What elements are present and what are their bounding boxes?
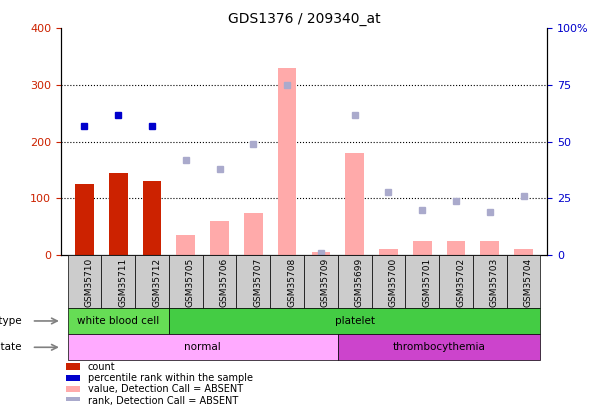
Text: GSM35702: GSM35702 [456, 258, 465, 307]
Bar [413, 241, 432, 255]
Bar [109, 173, 128, 255]
Bar [176, 235, 195, 255]
Text: rank, Detection Call = ABSENT: rank, Detection Call = ABSENT [88, 396, 238, 405]
Text: white blood cell: white blood cell [77, 316, 159, 326]
Bar [143, 181, 161, 255]
Text: count: count [88, 362, 115, 371]
Text: GSM35711: GSM35711 [118, 258, 127, 307]
Bar [270, 255, 304, 308]
Text: GSM35700: GSM35700 [389, 258, 398, 307]
Bar [75, 184, 94, 255]
Bar [311, 252, 330, 255]
Bar [244, 213, 263, 255]
Bar [169, 255, 202, 308]
Text: GSM35706: GSM35706 [219, 258, 229, 307]
Bar [66, 386, 80, 392]
Bar [439, 255, 473, 308]
Text: GSM35703: GSM35703 [490, 258, 499, 307]
Text: value, Detection Call = ABSENT: value, Detection Call = ABSENT [88, 384, 243, 394]
Bar [169, 308, 541, 334]
Bar [379, 249, 398, 255]
Bar [278, 68, 296, 255]
Text: GSM35707: GSM35707 [254, 258, 262, 307]
Text: GSM35705: GSM35705 [186, 258, 195, 307]
Bar [66, 397, 80, 404]
Bar [371, 255, 406, 308]
Bar [406, 255, 439, 308]
Text: disease state: disease state [0, 342, 22, 352]
Text: GSM35710: GSM35710 [85, 258, 94, 307]
Bar [210, 221, 229, 255]
Bar [514, 249, 533, 255]
Text: GSM35708: GSM35708 [287, 258, 296, 307]
Bar [102, 255, 135, 308]
Text: thrombocythemia: thrombocythemia [393, 342, 486, 352]
Bar [66, 375, 80, 381]
Title: GDS1376 / 209340_at: GDS1376 / 209340_at [227, 12, 381, 26]
Text: normal: normal [184, 342, 221, 352]
Bar [66, 363, 80, 370]
Text: GSM35699: GSM35699 [354, 258, 364, 307]
Bar [67, 308, 169, 334]
Bar [480, 241, 499, 255]
Bar [345, 153, 364, 255]
Bar [473, 255, 506, 308]
Text: cell type: cell type [0, 316, 22, 326]
Bar [338, 334, 541, 360]
Text: GSM35709: GSM35709 [321, 258, 330, 307]
Text: GSM35712: GSM35712 [152, 258, 161, 307]
Bar [67, 255, 102, 308]
Text: GSM35701: GSM35701 [422, 258, 431, 307]
Bar [447, 241, 465, 255]
Text: percentile rank within the sample: percentile rank within the sample [88, 373, 252, 383]
Bar [506, 255, 541, 308]
Text: GSM35704: GSM35704 [523, 258, 533, 307]
Text: platelet: platelet [334, 316, 375, 326]
Bar [202, 255, 237, 308]
Bar [237, 255, 270, 308]
Bar [304, 255, 338, 308]
Bar [338, 255, 371, 308]
Bar [135, 255, 169, 308]
Bar [67, 334, 338, 360]
